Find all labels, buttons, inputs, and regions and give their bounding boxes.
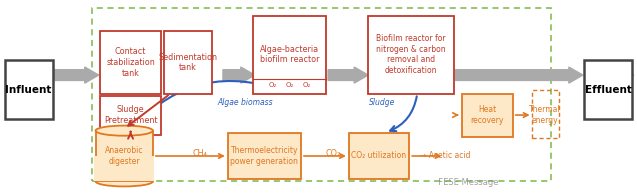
Text: Algae-bacteria
biofilm reactor: Algae-bacteria biofilm reactor xyxy=(260,45,320,65)
Ellipse shape xyxy=(96,176,153,186)
FancyBboxPatch shape xyxy=(462,94,513,136)
FancyBboxPatch shape xyxy=(101,96,161,135)
FancyArrow shape xyxy=(223,67,255,83)
Text: · FESE Message: · FESE Message xyxy=(433,178,499,187)
Text: Anaerobic
digester: Anaerobic digester xyxy=(105,146,143,166)
FancyBboxPatch shape xyxy=(101,31,161,94)
FancyArrow shape xyxy=(54,67,99,83)
Text: Heat
recovery: Heat recovery xyxy=(471,105,504,125)
Text: O₂: O₂ xyxy=(286,82,294,88)
Text: Influent: Influent xyxy=(6,85,52,95)
Text: CO₂ utilization: CO₂ utilization xyxy=(352,152,406,160)
FancyBboxPatch shape xyxy=(585,60,632,119)
Text: Sedimentation
tank: Sedimentation tank xyxy=(159,52,217,72)
Text: CO₂: CO₂ xyxy=(326,149,341,158)
FancyBboxPatch shape xyxy=(349,133,409,179)
FancyBboxPatch shape xyxy=(5,60,52,119)
Text: → Acetic acid: → Acetic acid xyxy=(420,152,471,160)
Text: Algae biomass: Algae biomass xyxy=(217,98,273,107)
Ellipse shape xyxy=(96,126,153,136)
Text: Thermoelectricity
power generation: Thermoelectricity power generation xyxy=(231,146,298,166)
FancyArrow shape xyxy=(328,67,368,83)
FancyBboxPatch shape xyxy=(228,133,301,179)
Text: O₂: O₂ xyxy=(269,82,276,88)
FancyBboxPatch shape xyxy=(368,16,454,94)
Text: Sludge: Sludge xyxy=(369,98,396,107)
Text: Thermal
energy: Thermal energy xyxy=(529,105,561,125)
FancyArrow shape xyxy=(455,67,583,83)
Text: Effluent: Effluent xyxy=(585,85,632,95)
Text: Sludge
Pretreatment: Sludge Pretreatment xyxy=(104,105,157,125)
FancyBboxPatch shape xyxy=(254,16,327,94)
Text: Contact
stabilization
tank: Contact stabilization tank xyxy=(106,47,155,78)
FancyArrow shape xyxy=(612,67,634,83)
FancyBboxPatch shape xyxy=(164,31,211,94)
Text: O₂: O₂ xyxy=(303,82,311,88)
FancyBboxPatch shape xyxy=(94,156,154,181)
FancyBboxPatch shape xyxy=(96,131,153,181)
Text: CH₄: CH₄ xyxy=(192,149,207,158)
Text: Biofilm reactor for
nitrogen & carbon
removal and
detoxification: Biofilm reactor for nitrogen & carbon re… xyxy=(376,34,446,75)
